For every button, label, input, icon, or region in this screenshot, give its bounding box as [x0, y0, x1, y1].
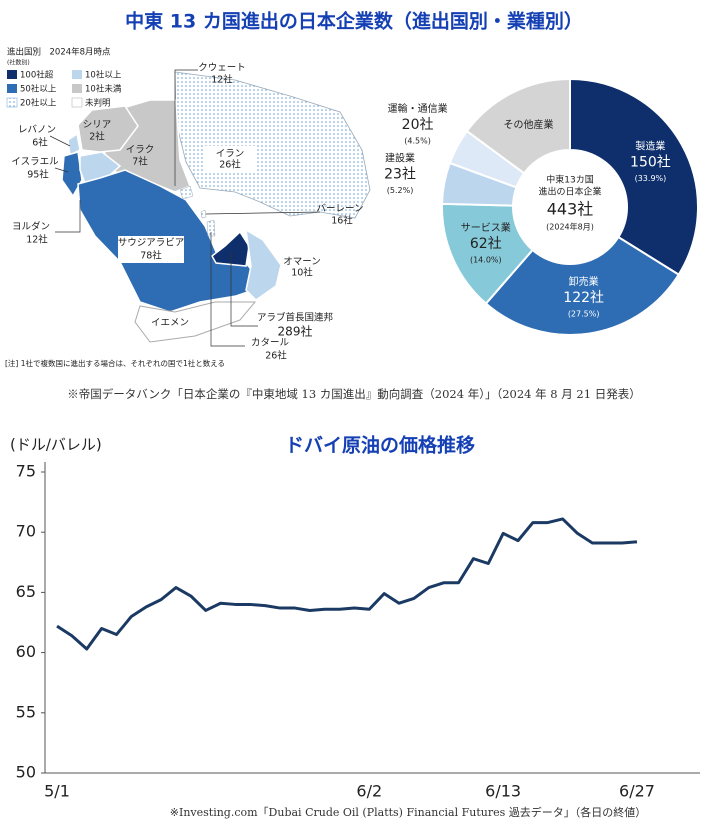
country-count: 26社: [265, 350, 287, 362]
country-name: レバノン: [18, 125, 56, 136]
country-name: イラク: [126, 145, 155, 156]
price-line: [56, 517, 638, 651]
pie-label: 卸売業: [569, 275, 599, 288]
pie-label: 製造業: [635, 139, 665, 152]
pie-label: 122社: [563, 290, 604, 306]
lebanon: [67, 132, 81, 157]
y-tick-label: 65: [16, 582, 36, 601]
page-title: 中東 13 カ国進出の日本企業数（進出国別・業種別）: [125, 10, 583, 33]
map-note: [注] 1社で複数国に進出する場合は、それぞれの国で1社と数える: [5, 358, 225, 368]
source-note: ※Investing.com「Dubai Crude Oil (Platts) …: [170, 805, 646, 819]
country-count: 26社: [219, 159, 241, 171]
israel: [61, 151, 83, 198]
pie-label: サービス業: [461, 221, 511, 234]
country-name: サウジアラビア: [118, 238, 185, 249]
x-tick-label: 6/27: [619, 782, 655, 801]
legend-swatch: [72, 70, 82, 79]
pie-label: 運輸・通信業: [388, 102, 448, 115]
country-count: 95社: [27, 169, 49, 181]
legend-title: 進出国別 2024年8月時点: [7, 47, 111, 58]
iran: [174, 71, 371, 219]
y-tick-label: 75: [16, 462, 36, 481]
legend-swatch: [7, 70, 17, 79]
qatar: [206, 219, 216, 237]
country-count: 10社: [291, 267, 313, 279]
country-name: カタール: [251, 338, 290, 349]
y-tick-label: 60: [16, 642, 36, 661]
country-name: バーレーン: [316, 204, 363, 215]
legend-subtitle: (社数別): [7, 59, 30, 67]
x-tick-label: 6/13: [485, 782, 521, 801]
x-tick-label: 5/1: [44, 782, 70, 801]
bahrain: [200, 209, 207, 219]
oman: [245, 228, 282, 301]
pie-slice: [569, 77, 699, 277]
pie-label: 建設業: [385, 152, 415, 165]
country-count: 289社: [278, 324, 313, 339]
pie-label: (5.2%): [387, 186, 414, 195]
chart-title: ドバイ原油の価格推移: [285, 434, 475, 457]
pie-label: 20社: [402, 117, 434, 133]
pie-label: 150社: [630, 154, 671, 170]
y-tick-label: 50: [16, 763, 36, 782]
pie-slice: [465, 77, 571, 175]
center-label: 進出の日本企業: [538, 186, 601, 198]
legend-swatch: [71, 97, 83, 108]
center-date: (2024年8月): [546, 222, 594, 232]
country-name: イスラエル: [11, 157, 59, 168]
pie-label: (14.0%): [470, 256, 502, 265]
legend-label: 10社以上: [85, 70, 122, 81]
legend-label: 10社未満: [85, 84, 122, 95]
country-count: 12社: [211, 74, 233, 86]
pie-label: (33.9%): [635, 174, 667, 183]
label-box: [205, 146, 255, 172]
country-name: オマーン: [283, 257, 321, 268]
yemen: [134, 301, 257, 343]
map: 進出国別 2024年8月時点 (社数別) 100社超 50社以上 20社以上 1…: [5, 47, 371, 368]
country-count: 78社: [140, 250, 162, 262]
pie-label: (27.5%): [568, 309, 600, 318]
country-count: 2社: [89, 131, 105, 143]
country-name: アラブ首長国連邦: [257, 312, 334, 324]
country-name: クウェート: [198, 63, 246, 74]
center-total: 443社: [547, 200, 594, 219]
x-tick-label: 6/2: [356, 782, 382, 801]
legend-swatch: [6, 97, 18, 108]
pie-label: 23社: [384, 167, 416, 183]
center-label: 中東13カ国: [546, 174, 593, 186]
map-shapes: [61, 71, 371, 343]
syria: [77, 105, 139, 153]
legend-swatch: [72, 84, 82, 93]
label-box: [118, 236, 184, 263]
pie-label: (4.5%): [404, 137, 431, 146]
source-note: ※帝国データバンク「日本企業の『中東地域 13 カ国進出』動向調査（2024 年…: [67, 387, 640, 401]
country-name: シリア: [83, 120, 112, 131]
y-axis-label: (ドル/バレル): [10, 436, 102, 454]
country-name: イラン: [216, 149, 245, 160]
legend-label: 50社以上: [20, 84, 57, 95]
country-count: 7社: [132, 156, 148, 168]
y-tick-label: 55: [16, 702, 36, 721]
leader-lines: [49, 69, 321, 347]
legend-label: 100社超: [20, 70, 54, 81]
pie-slice: [484, 235, 681, 336]
y-tick-label: 70: [16, 522, 36, 541]
kuwait: [179, 185, 194, 200]
country-name: ヨルダン: [12, 221, 50, 233]
legend-label: 未判明: [85, 98, 111, 109]
uae: [211, 230, 250, 267]
country-count: 12社: [26, 234, 48, 246]
pie-label: その他産業: [503, 118, 553, 131]
legend-swatch: [7, 84, 17, 93]
country-count: 6社: [32, 137, 48, 149]
country-count: 16社: [331, 215, 353, 227]
legend-label: 20社以上: [20, 98, 57, 109]
country-name: イエメン: [151, 318, 189, 329]
pie-label: 62社: [470, 236, 502, 252]
